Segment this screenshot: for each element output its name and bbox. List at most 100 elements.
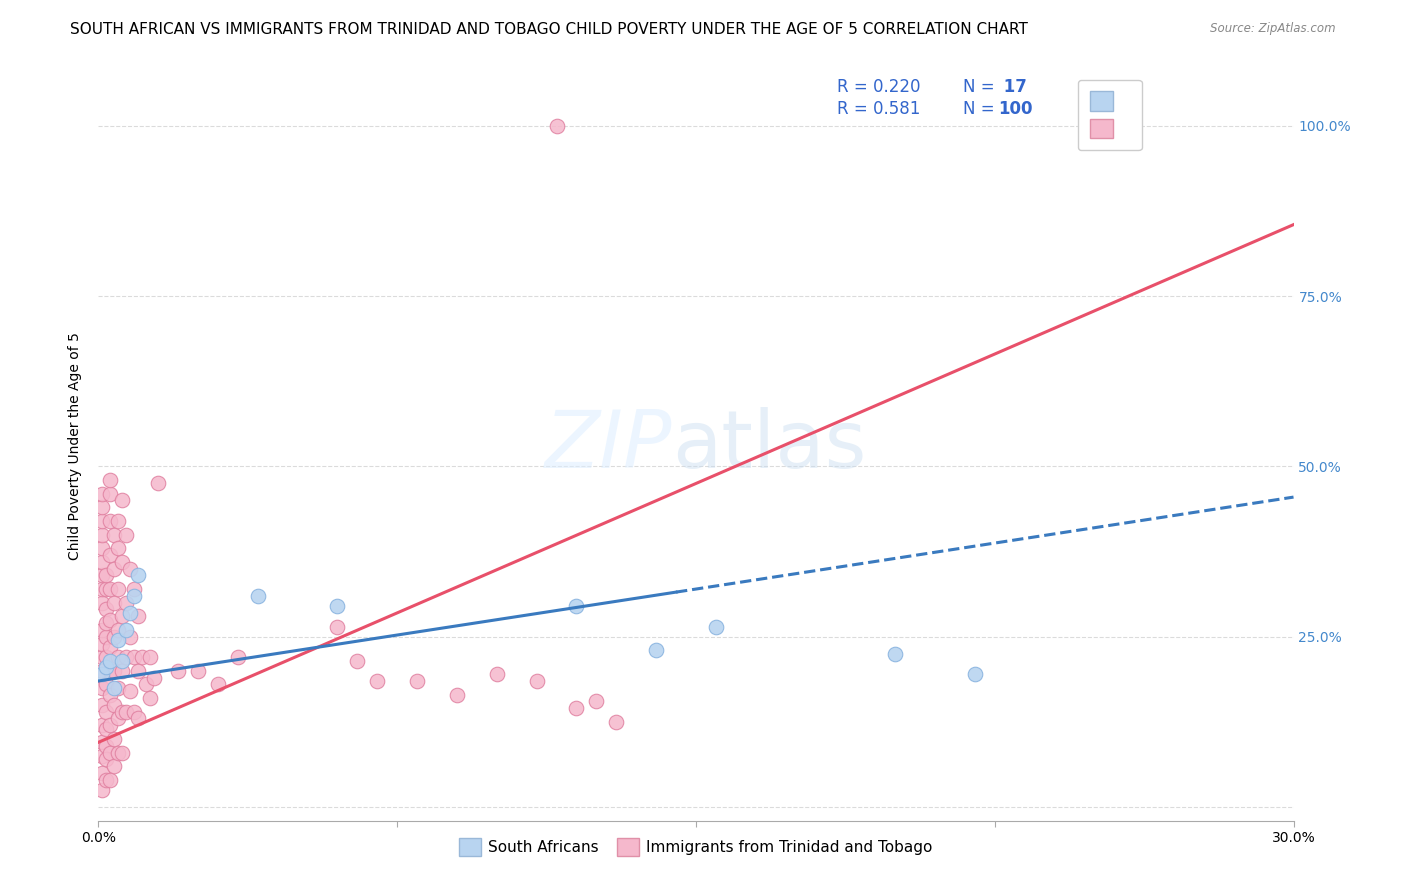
Point: [111, 664, 134, 678]
Point: [135, 677, 157, 691]
Y-axis label: Child Poverty Under the Age of 5: Child Poverty Under the Age of 5: [69, 332, 83, 560]
Point: [107, 746, 129, 760]
Point: [91, 568, 114, 582]
Point: [98, 640, 122, 654]
Point: [124, 705, 146, 719]
Point: [96, 650, 118, 665]
Point: [98, 548, 122, 562]
Point: [98, 514, 122, 528]
Point: [98, 746, 122, 760]
Point: [96, 739, 118, 753]
Point: [115, 650, 138, 665]
Point: [107, 681, 129, 695]
Point: [96, 582, 118, 596]
Point: [91, 541, 114, 556]
Point: [148, 476, 170, 491]
Point: [139, 691, 162, 706]
Point: [103, 630, 125, 644]
Point: [131, 650, 153, 665]
Point: [120, 630, 142, 644]
Point: [91, 667, 114, 681]
Point: [91, 650, 114, 665]
Point: [246, 589, 269, 603]
Text: 100: 100: [998, 100, 1033, 118]
Point: [98, 613, 122, 627]
Point: [107, 514, 129, 528]
Point: [91, 596, 114, 610]
Point: [446, 688, 468, 702]
Point: [111, 609, 134, 624]
Point: [485, 667, 508, 681]
Point: [111, 493, 134, 508]
Point: [127, 568, 149, 582]
Point: [96, 677, 118, 691]
Point: [111, 746, 134, 760]
Point: [127, 609, 149, 624]
Text: N =: N =: [963, 78, 994, 95]
Point: [98, 473, 122, 487]
Point: [127, 711, 149, 725]
Point: [115, 705, 138, 719]
Point: [585, 694, 607, 708]
Point: [120, 606, 142, 620]
Point: [98, 772, 122, 787]
Text: atlas: atlas: [672, 407, 866, 485]
Point: [124, 582, 146, 596]
Point: [91, 681, 114, 695]
Point: [124, 589, 146, 603]
Point: [326, 619, 349, 633]
Point: [96, 630, 118, 644]
Point: [96, 772, 118, 787]
Point: [103, 596, 125, 610]
Point: [111, 705, 134, 719]
Point: [120, 684, 142, 698]
Point: [91, 718, 114, 732]
Legend: South Africans, Immigrants from Trinidad and Tobago: South Africans, Immigrants from Trinidad…: [453, 832, 939, 862]
Point: [91, 623, 114, 637]
Text: R = 0.220: R = 0.220: [837, 78, 920, 95]
Point: [96, 722, 118, 736]
Point: [366, 673, 388, 688]
Point: [139, 650, 162, 665]
Point: [107, 633, 129, 648]
Point: [103, 759, 125, 773]
Point: [91, 748, 114, 763]
Point: [98, 654, 122, 668]
Text: R = 0.581: R = 0.581: [837, 100, 920, 118]
Point: [207, 677, 229, 691]
Point: [226, 650, 249, 665]
Point: [96, 568, 118, 582]
Point: [346, 654, 368, 668]
Point: [526, 673, 548, 688]
Point: [98, 486, 122, 500]
Point: [167, 664, 190, 678]
Point: [187, 664, 209, 678]
Point: [127, 664, 149, 678]
Point: [115, 527, 138, 541]
Point: [91, 514, 114, 528]
Point: [103, 698, 125, 712]
Point: [326, 599, 349, 613]
Point: [91, 783, 114, 797]
Point: [565, 701, 588, 715]
Text: 17: 17: [998, 78, 1028, 95]
Point: [704, 619, 727, 633]
Point: [111, 654, 134, 668]
Point: [107, 623, 129, 637]
Point: [103, 561, 125, 575]
Point: [91, 486, 114, 500]
Point: [91, 636, 114, 650]
Point: [103, 527, 125, 541]
Point: [91, 766, 114, 780]
Text: SOUTH AFRICAN VS IMMIGRANTS FROM TRINIDAD AND TOBAGO CHILD POVERTY UNDER THE AGE: SOUTH AFRICAN VS IMMIGRANTS FROM TRINIDA…: [70, 22, 1028, 37]
Point: [115, 596, 138, 610]
Point: [91, 664, 114, 678]
Point: [96, 602, 118, 616]
Point: [565, 599, 588, 613]
Point: [884, 647, 907, 661]
Point: [98, 688, 122, 702]
Point: [103, 731, 125, 746]
Text: N =: N =: [963, 100, 994, 118]
Point: [91, 698, 114, 712]
Point: [124, 650, 146, 665]
